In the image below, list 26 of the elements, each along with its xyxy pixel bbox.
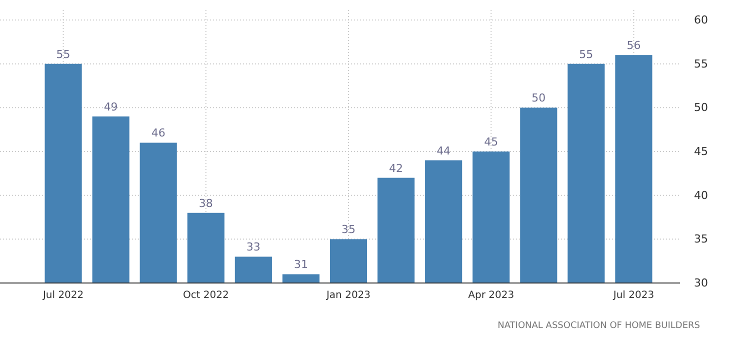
y-tick-label: 55 xyxy=(694,57,708,70)
x-tick-label: Jul 2022 xyxy=(42,290,84,302)
data-label: 56 xyxy=(626,39,641,52)
y-tick-label: 50 xyxy=(694,101,708,114)
data-label: 42 xyxy=(389,162,404,175)
data-label: 31 xyxy=(294,258,308,272)
data-label: 55 xyxy=(579,48,594,61)
data-label: 38 xyxy=(198,196,213,210)
x-tick-label: Jan 2023 xyxy=(325,290,371,302)
data-label: 55 xyxy=(56,48,70,61)
data-label: 33 xyxy=(246,240,260,254)
y-tick-label: 35 xyxy=(694,232,708,246)
y-tick-label: 60 xyxy=(694,14,708,27)
x-tick-label: Jul 2023 xyxy=(612,290,654,302)
data-label: 46 xyxy=(151,126,166,140)
data-label: 49 xyxy=(104,100,118,114)
data-label: 45 xyxy=(484,136,498,148)
x-tick-label: Apr 2023 xyxy=(468,290,514,302)
y-tick-label: 45 xyxy=(694,145,708,158)
data-label: 50 xyxy=(532,92,546,105)
y-tick-label: 40 xyxy=(694,188,708,202)
text: NATIONAL ASSOCIATION OF HOME BUILDERS xyxy=(498,321,700,331)
y-tick-label: 30 xyxy=(694,276,708,290)
data-label: 44 xyxy=(436,144,451,158)
x-tick-label: Oct 2022 xyxy=(182,290,229,302)
data-label: 35 xyxy=(342,223,356,236)
